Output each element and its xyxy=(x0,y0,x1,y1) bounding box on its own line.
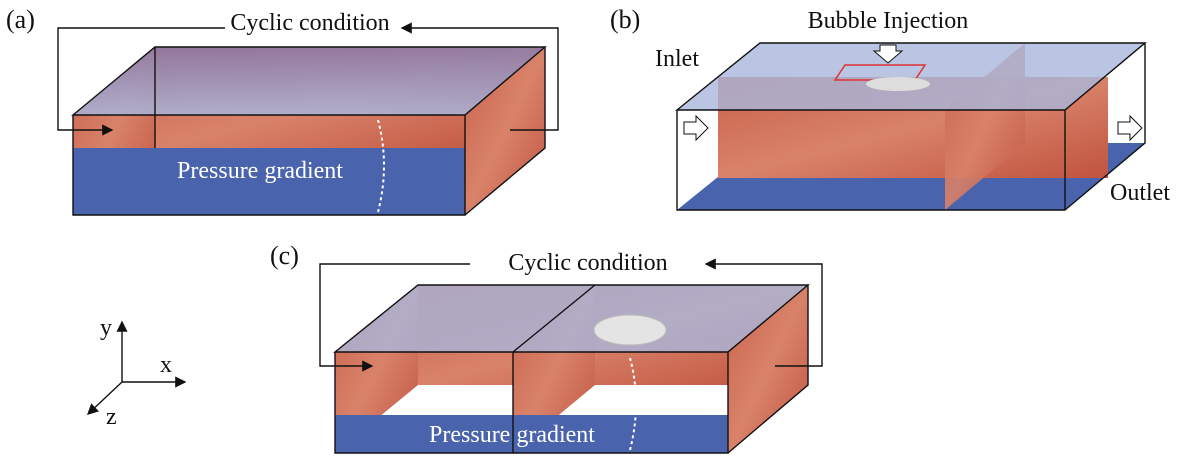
cyclic-label: Cyclic condition xyxy=(230,10,389,36)
inlet-label: Inlet xyxy=(655,46,699,72)
axes-triad: y x z xyxy=(88,315,185,430)
figure: (a) Cyclic condition Pressure gradient (… xyxy=(0,0,1189,457)
panel-label: (a) xyxy=(6,5,35,34)
panel-label: (c) xyxy=(270,241,299,270)
panel-label: (b) xyxy=(610,5,640,34)
cyclic-label: Cyclic condition xyxy=(508,250,667,276)
axis-y: y xyxy=(100,315,112,341)
panel-c: (c) Cyclic condition Pressure gradient xyxy=(270,241,822,453)
outlet-label: Outlet xyxy=(1110,180,1170,206)
panel-b: (b) Bubble Injection Inlet Outlet xyxy=(610,5,1170,210)
pressure-label: Pressure gradient xyxy=(429,422,595,448)
pressure-label: Pressure gradient xyxy=(177,158,343,184)
panel-a: (a) Cyclic condition Pressure gradient xyxy=(6,5,558,215)
axis-z: z xyxy=(106,404,117,430)
bubble-label: Bubble Injection xyxy=(808,8,969,34)
axis-x: x xyxy=(160,352,172,378)
